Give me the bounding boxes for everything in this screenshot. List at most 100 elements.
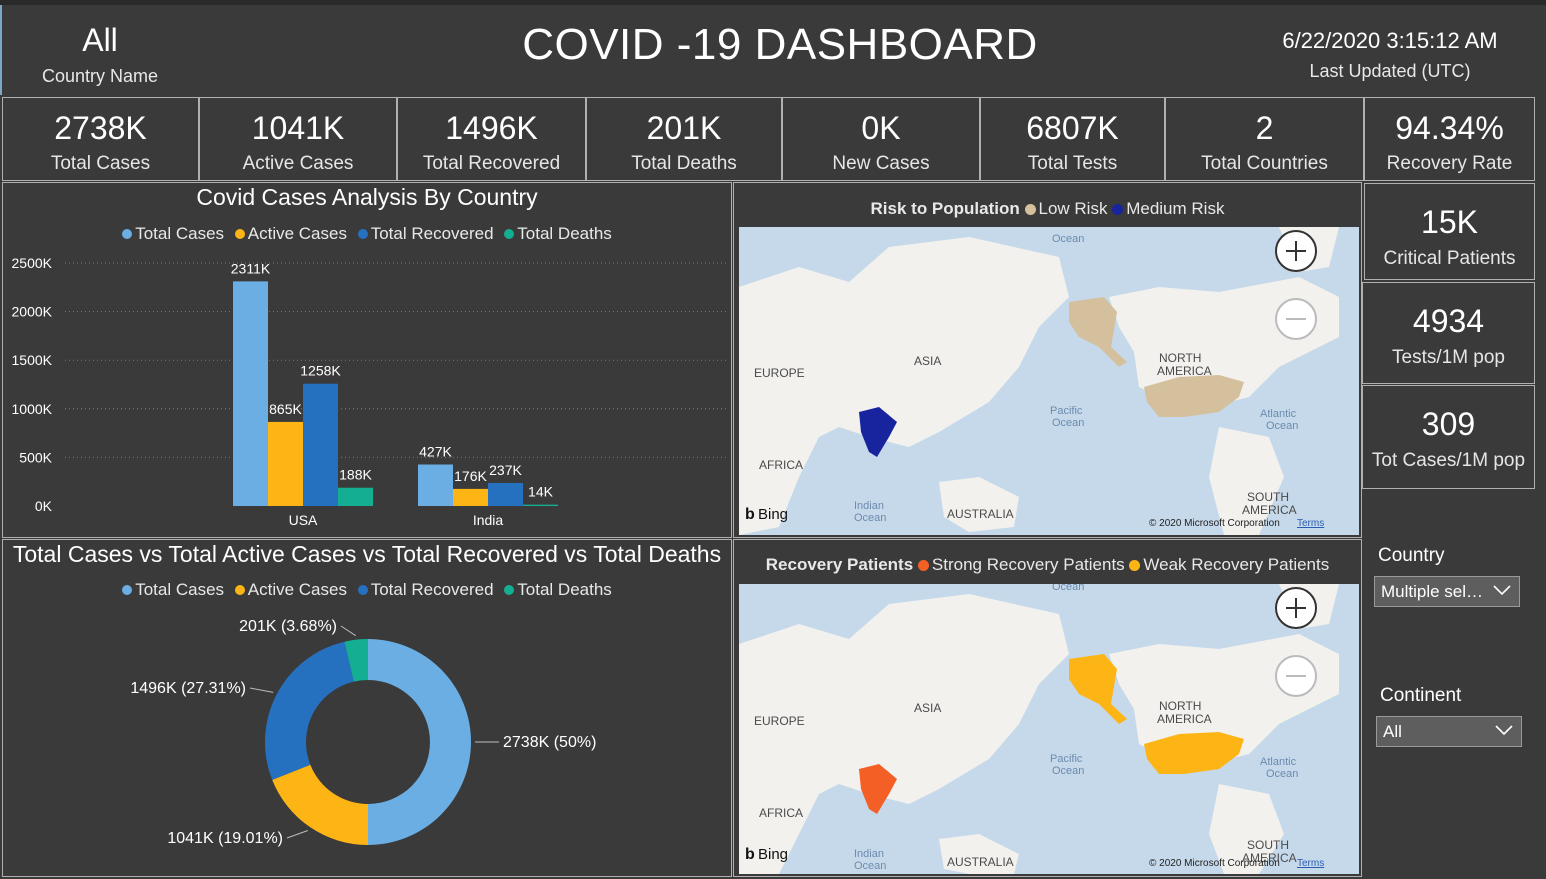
map-terms-link[interactable]: Terms bbox=[1297, 518, 1324, 529]
map-label-north-america-2: AMERICA bbox=[1157, 712, 1212, 726]
donut-data-label: 201K (3.68%) bbox=[239, 618, 337, 635]
donut-slice[interactable] bbox=[265, 641, 354, 780]
alaska-region[interactable] bbox=[1069, 297, 1127, 367]
legend-label: Low Risk bbox=[1038, 199, 1108, 218]
map-label-arctic: Ocean bbox=[1052, 233, 1084, 245]
legend-label: Active Cases bbox=[247, 224, 347, 243]
country-slicer-label: Country bbox=[1378, 545, 1445, 566]
bar-data-label: 2311K bbox=[231, 260, 271, 276]
y-tick-label: 2500K bbox=[12, 255, 53, 271]
donut-slice[interactable] bbox=[368, 639, 471, 845]
alaska-region[interactable] bbox=[1069, 654, 1127, 724]
x-tick-label: USA bbox=[289, 512, 318, 528]
donut-chart-panel: Total Cases vs Total Active Cases vs Tot… bbox=[2, 539, 732, 877]
kpi-label: Total Recovered bbox=[422, 153, 561, 174]
kpi-value: 4934 bbox=[1412, 303, 1485, 339]
map-label-australia: AUSTRALIA bbox=[947, 507, 1014, 521]
bar[interactable] bbox=[523, 504, 558, 506]
legend-item[interactable]: Medium Risk bbox=[1112, 199, 1224, 218]
leader-line bbox=[249, 687, 274, 693]
kpi-label: Total Deaths bbox=[631, 153, 737, 174]
bar[interactable] bbox=[233, 281, 268, 506]
country-value: All bbox=[82, 22, 118, 58]
legend-item[interactable]: Total Deaths bbox=[504, 580, 612, 600]
legend-item[interactable]: Total Deaths bbox=[504, 224, 612, 244]
bar[interactable] bbox=[338, 487, 373, 506]
legend-item[interactable]: Total Recovered bbox=[357, 580, 494, 600]
legend-label: Strong Recovery Patients bbox=[931, 555, 1125, 574]
kpi-recovery-rate: 94.34% Recovery Rate bbox=[1364, 97, 1535, 181]
map-label-indian: Indian bbox=[854, 848, 884, 860]
map-terms-link[interactable]: Terms bbox=[1297, 858, 1324, 869]
country-dropdown[interactable]: Multiple sel… bbox=[1374, 576, 1520, 607]
legend-label: Medium Risk bbox=[1126, 199, 1225, 218]
last-updated-label: Last Updated (UTC) bbox=[1309, 61, 1471, 81]
australia-landmass bbox=[939, 477, 1019, 532]
kpi-value: 2738K bbox=[54, 110, 147, 146]
bar[interactable] bbox=[418, 464, 453, 506]
y-tick-label: 1000K bbox=[12, 401, 53, 417]
india-region[interactable] bbox=[859, 407, 897, 457]
usa-region[interactable] bbox=[1144, 732, 1244, 774]
continent-dropdown[interactable]: All bbox=[1376, 716, 1522, 747]
kpi-value: 2 bbox=[1255, 110, 1274, 146]
legend-item[interactable]: Active Cases bbox=[234, 224, 347, 244]
kpi-label: Total Countries bbox=[1201, 153, 1328, 174]
kpi-value: 201K bbox=[646, 110, 722, 146]
legend-item[interactable]: Total Cases bbox=[122, 580, 224, 600]
map-label-europe: EUROPE bbox=[754, 714, 805, 728]
usa-region[interactable] bbox=[1144, 375, 1244, 417]
legend-item[interactable]: Low Risk bbox=[1024, 199, 1108, 218]
bar-data-label: 188K bbox=[339, 467, 372, 483]
risk-map-panel: Risk to Population Low Risk Medium Risk … bbox=[733, 182, 1362, 538]
bar-data-label: 237K bbox=[489, 462, 522, 478]
kpi-active-cases: 1041K Active Cases bbox=[199, 97, 397, 181]
map-label-europe: EUROPE bbox=[754, 366, 805, 380]
map-label-atlantic-2: Ocean bbox=[1266, 420, 1298, 432]
map-label-north-america-2: AMERICA bbox=[1157, 364, 1212, 378]
legend-item[interactable]: Active Cases bbox=[234, 580, 347, 600]
legend-label: Total Recovered bbox=[370, 580, 494, 599]
kpi-label: Total Tests bbox=[1027, 153, 1118, 174]
map-label-pacific-2: Ocean bbox=[1052, 417, 1084, 429]
last-updated-time: 6/22/2020 3:15:12 AM bbox=[1282, 28, 1498, 53]
map-label-south-america-2: AMERICA bbox=[1242, 851, 1297, 865]
legend-item[interactable]: Weak Recovery Patients bbox=[1129, 555, 1329, 574]
bar[interactable] bbox=[268, 421, 303, 506]
bar[interactable] bbox=[303, 383, 338, 506]
donut-data-label: 1041K (19.01%) bbox=[167, 830, 283, 847]
map-label-arctic: Ocean bbox=[1052, 584, 1084, 593]
country-label: Country Name bbox=[41, 66, 159, 86]
bar-chart-panel: Covid Cases Analysis By Country Total Ca… bbox=[2, 182, 732, 538]
australia-landmass bbox=[939, 834, 1019, 874]
bar-data-label: 1258K bbox=[300, 363, 341, 379]
legend-label: Total Deaths bbox=[517, 224, 612, 243]
legend-item[interactable]: Total Recovered bbox=[357, 224, 494, 244]
risk-map[interactable]: ASIA EUROPE AFRICA AUSTRALIA NORTH AMERI… bbox=[739, 227, 1359, 535]
kpi-label: Recovery Rate bbox=[1386, 153, 1513, 174]
legend-item[interactable]: Total Cases bbox=[122, 224, 224, 244]
kpi-label: Tot Cases/1M pop bbox=[1371, 450, 1526, 471]
kpi-value: 1041K bbox=[251, 110, 345, 146]
donut-slice[interactable] bbox=[272, 764, 368, 845]
bar[interactable] bbox=[453, 488, 488, 506]
accent-bar bbox=[0, 5, 2, 95]
recovery-map[interactable]: ASIA EUROPE AFRICA AUSTRALIA NORTH AMERI… bbox=[739, 584, 1359, 874]
map-label-pacific: Pacific bbox=[1050, 753, 1083, 765]
legend-item[interactable]: Strong Recovery Patients bbox=[917, 555, 1125, 574]
donut-data-label: 1496K (27.31%) bbox=[130, 680, 246, 697]
map-label-africa: AFRICA bbox=[759, 806, 803, 820]
bar-data-label: 427K bbox=[419, 443, 452, 459]
kpi-total-recovered: 1496K Total Recovered bbox=[397, 97, 586, 181]
bar[interactable] bbox=[488, 482, 523, 506]
continent-dropdown-value: All bbox=[1383, 722, 1402, 741]
bing-logo-icon: b bbox=[745, 506, 755, 523]
recovery-map-panel: Recovery Patients Strong Recovery Patien… bbox=[733, 539, 1362, 877]
donut-slice[interactable] bbox=[344, 639, 368, 682]
kpi-tests-per-million: 4934 Tests/1M pop bbox=[1362, 282, 1535, 384]
india-region[interactable] bbox=[859, 764, 897, 814]
map-label-south-america: SOUTH bbox=[1247, 490, 1289, 504]
map-label-pacific-2: Ocean bbox=[1052, 765, 1084, 777]
map-label-australia: AUSTRALIA bbox=[947, 855, 1014, 869]
eurasia-africa-landmass bbox=[739, 594, 1069, 874]
